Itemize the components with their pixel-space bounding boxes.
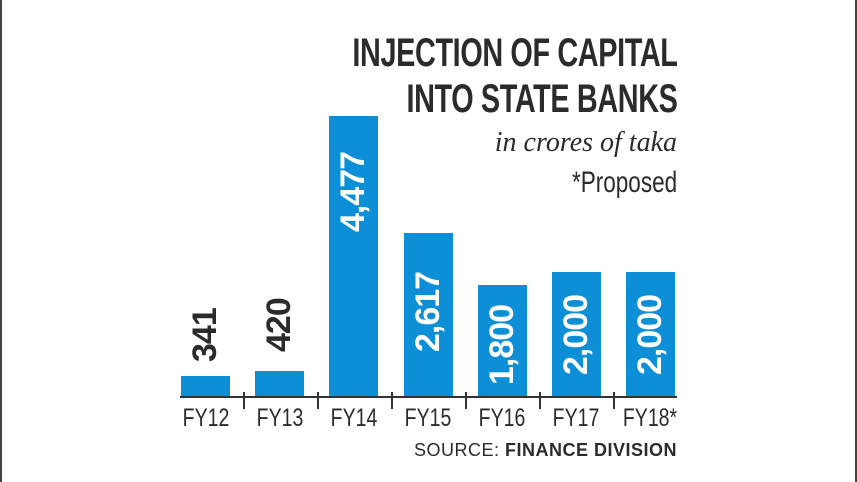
value-label-fy18: 2,000 [631,294,669,375]
x-axis-line [180,396,677,398]
value-label-fy12: 341 [186,308,224,362]
title-line-1: INJECTION OF CAPITAL [351,31,677,75]
axis-tick [465,392,467,409]
axis-tick [317,392,319,409]
category-label-fy17: FY17 [552,404,600,432]
right-border [855,0,857,482]
value-label-fy13: 420 [260,298,298,352]
value-label-fy15: 2,617 [409,271,447,352]
axis-tick [243,392,245,409]
source-label: SOURCE: [413,440,505,460]
bar-fy12 [181,376,230,397]
category-label-fy14: FY14 [330,404,378,432]
title-line-2: INTO STATE BANKS [405,77,677,121]
bar-fy14 [329,116,378,397]
axis-tick [391,392,393,409]
value-label-fy17: 2,000 [557,294,595,375]
category-label-fy16: FY16 [478,404,526,432]
source-value: FINANCE DIVISION [504,440,677,460]
bar-fy16 [478,285,527,397]
category-label-fy15: FY15 [404,404,452,432]
bar-fy17 [552,272,601,397]
value-label-fy14: 4,477 [334,151,372,232]
chart-subtitle: in crores of taka [494,127,677,158]
category-label-fy18: FY18* [622,404,678,432]
category-label-fy12: FY12 [182,404,230,432]
category-label-fy13: FY13 [256,404,304,432]
axis-tick [613,392,615,409]
proposed-note: *Proposed [571,166,677,199]
chart-title: INJECTION OF CAPITAL INTO STATE BANKS [352,30,677,122]
value-label-fy16: 1,800 [483,304,521,385]
bar-fy15 [404,233,453,397]
bar-fy18 [626,272,675,397]
bar-fy13 [255,371,304,397]
left-border [0,0,2,482]
axis-tick [539,392,541,409]
source-credit: SOURCE: FINANCE DIVISION [414,440,677,461]
